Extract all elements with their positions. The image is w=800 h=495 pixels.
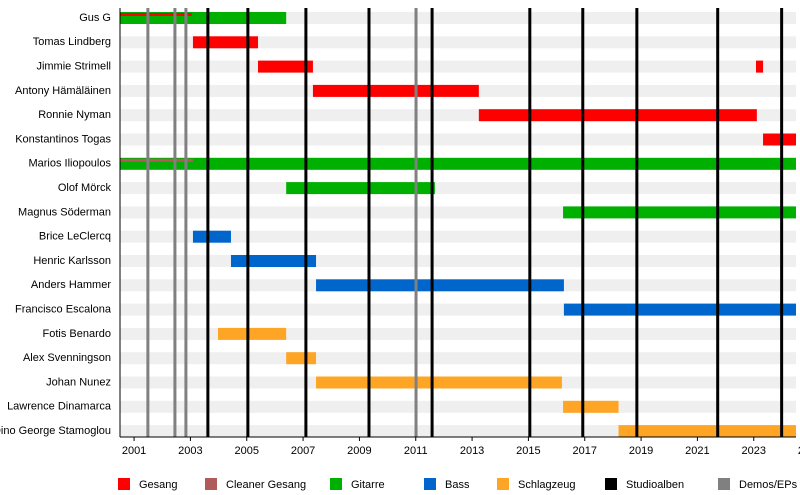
- member-name: Konstantinos Togas: [15, 133, 111, 145]
- member-bar: [756, 60, 764, 73]
- member-name: Lawrence Dinamarca: [7, 401, 112, 413]
- legend-label: Demos/EPs: [739, 479, 798, 491]
- member-name: Francisco Escalona: [15, 304, 112, 316]
- row-band: [120, 133, 796, 146]
- member-name: Gus G: [79, 12, 111, 24]
- row-band: [120, 255, 796, 267]
- row-band: [120, 230, 796, 243]
- member-bar: [563, 206, 796, 219]
- member-bar: [286, 352, 317, 365]
- member-name: Dino George Stamoglou: [0, 425, 111, 437]
- legend-label: Gitarre: [351, 479, 385, 491]
- x-tick-label: 2001: [122, 445, 146, 457]
- x-tick-label: 2017: [573, 445, 597, 457]
- member-bar: [478, 109, 757, 122]
- row-band: [120, 36, 796, 49]
- x-tick-label: 2013: [460, 445, 484, 457]
- member-bar: [286, 182, 435, 195]
- member-bar: [312, 84, 479, 97]
- row-band: [120, 352, 796, 365]
- legend-swatch: [330, 478, 342, 490]
- member-bar: [120, 13, 192, 16]
- legend-swatch: [205, 478, 217, 490]
- member-bar: [120, 157, 796, 170]
- row-band: [120, 12, 796, 24]
- member-name: Magnus Söderman: [18, 206, 111, 218]
- member-name: Jimmie Strimell: [36, 61, 111, 73]
- x-tick-label: 2009: [347, 445, 371, 457]
- x-tick-label: 2003: [178, 445, 202, 457]
- legend-swatch: [718, 478, 730, 490]
- row-band: [120, 60, 796, 73]
- member-bar: [316, 376, 562, 389]
- member-bar: [258, 60, 313, 73]
- member-name: Marios Iliopoulos: [28, 158, 111, 170]
- member-bar: [192, 230, 231, 243]
- row-band: [120, 182, 796, 195]
- member-bar: [120, 158, 193, 162]
- member-name: Alex Svenningson: [23, 352, 111, 364]
- x-tick-label: 2011: [404, 445, 428, 457]
- legend-swatch: [605, 478, 617, 490]
- member-name: Anders Hammer: [31, 279, 111, 291]
- member-name: Olof Mörck: [58, 182, 112, 194]
- x-tick-label: 2005: [235, 445, 259, 457]
- row-band: [120, 327, 796, 340]
- legend-label: Cleaner Gesang: [226, 479, 306, 491]
- member-bar: [230, 255, 317, 267]
- x-tick-label: 2007: [291, 445, 315, 457]
- member-bar: [218, 327, 287, 340]
- legend-label: Schlagzeug: [518, 479, 576, 491]
- member-name: Fotis Benardo: [43, 328, 111, 340]
- legend-swatch: [118, 478, 130, 490]
- member-name: Henric Karlsson: [33, 255, 111, 267]
- legend-label: Gesang: [139, 479, 178, 491]
- member-name: Brice LeClercq: [39, 231, 111, 243]
- member-bar: [763, 133, 796, 146]
- row-band: [120, 400, 796, 413]
- member-bar: [618, 425, 796, 438]
- legend-swatch: [497, 478, 509, 490]
- member-name: Johan Nunez: [46, 376, 111, 388]
- x-tick-label: 2023: [742, 445, 766, 457]
- member-name: Ronnie Nyman: [38, 109, 111, 121]
- x-tick-label: 2019: [629, 445, 653, 457]
- member-name: Antony Hämäläinen: [15, 85, 111, 97]
- x-tick-label: 2015: [516, 445, 540, 457]
- member-bar: [316, 279, 564, 292]
- member-name: Tomas Lindberg: [33, 36, 111, 48]
- legend-label: Studioalben: [626, 479, 684, 491]
- x-tick-label: 2025: [798, 445, 800, 457]
- legend-swatch: [424, 478, 436, 490]
- member-bar: [563, 303, 796, 316]
- member-bar: [563, 400, 619, 413]
- x-tick-label: 2021: [685, 445, 709, 457]
- legend-label: Bass: [445, 479, 470, 491]
